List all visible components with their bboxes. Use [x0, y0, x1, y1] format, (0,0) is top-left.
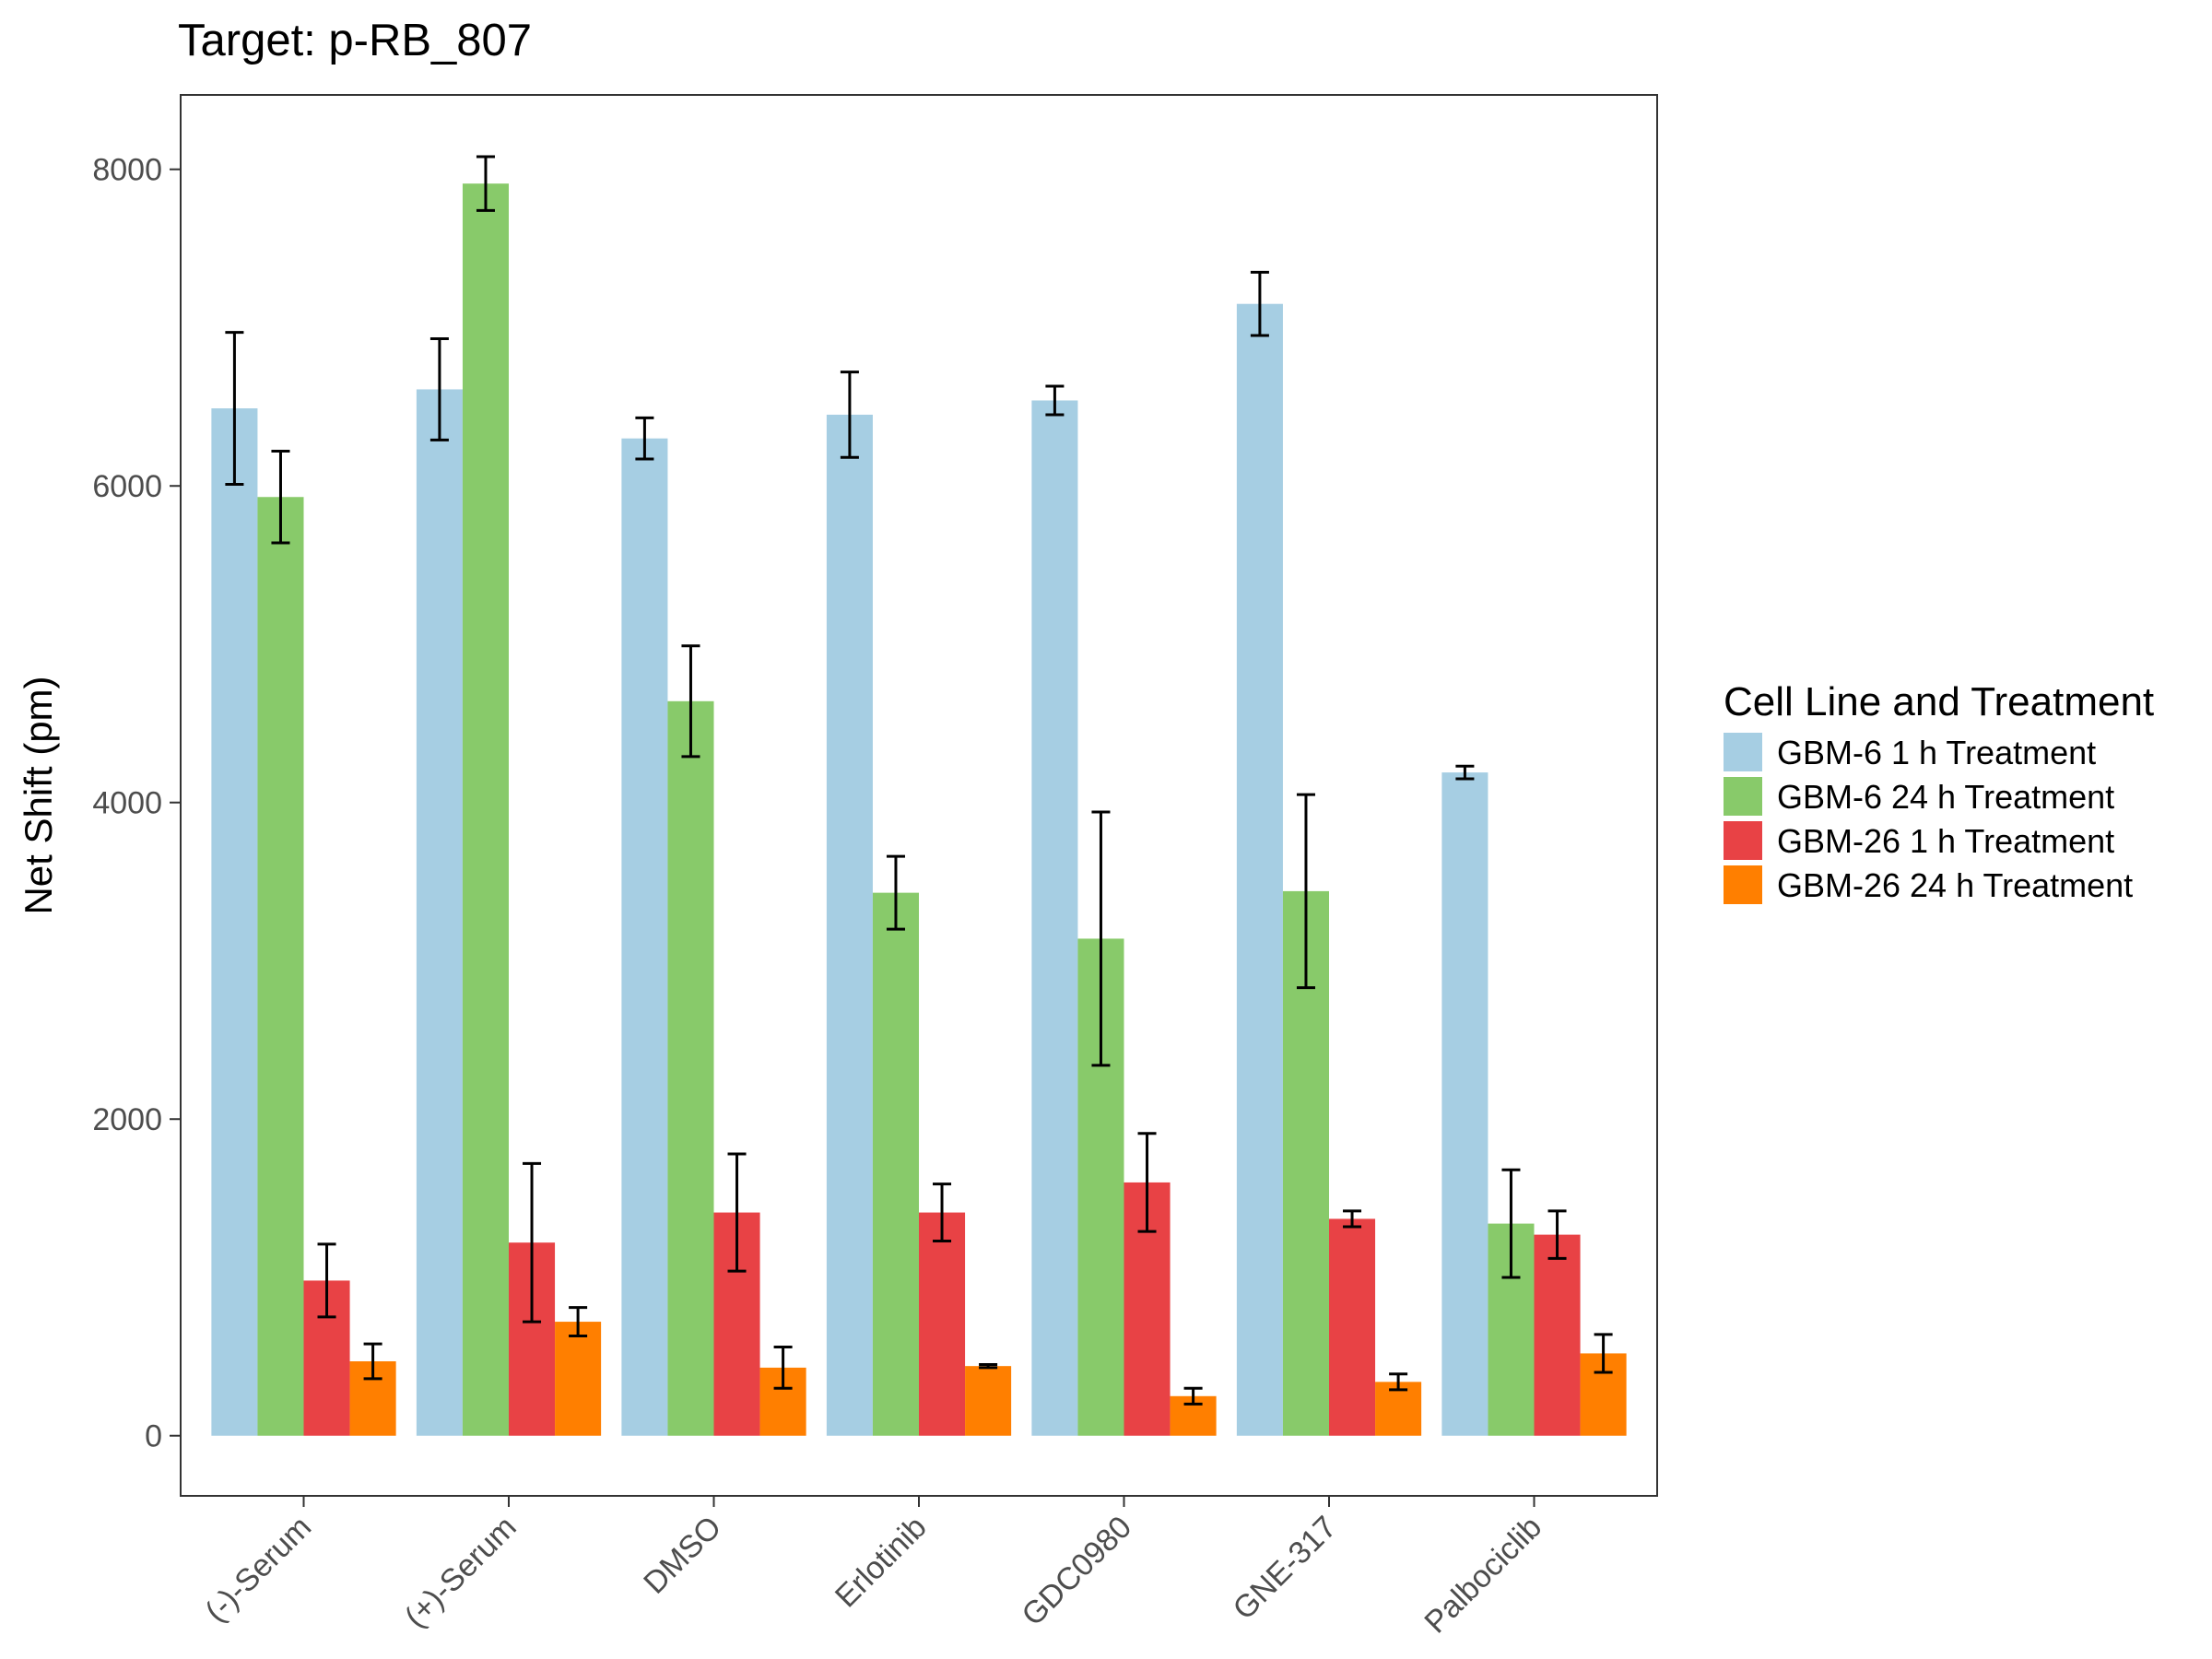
bar: [1031, 400, 1078, 1436]
x-tick-label: Palbociclib: [1418, 1510, 1548, 1641]
x-axis: (-)-Serum (+)-Serum DMSO Erlotinib GDC0980 GN…: [198, 1496, 1548, 1641]
bar: [1441, 772, 1488, 1436]
legend-title: Cell Line and Treatment: [1724, 679, 2154, 724]
legend-key: [1724, 821, 1762, 860]
legend-key: [1724, 865, 1762, 904]
y-axis-title: Net Shift (pm): [17, 676, 60, 914]
bar: [1534, 1234, 1581, 1436]
legend-key: [1724, 777, 1762, 816]
bar: [462, 183, 509, 1436]
y-tick-label: 2000: [92, 1102, 162, 1137]
legend-key: [1724, 733, 1762, 771]
y-tick-label: 4000: [92, 786, 162, 821]
x-tick-label: (+)-Serum: [398, 1510, 524, 1635]
legend-label: GBM-26 24 h Treatment: [1777, 866, 2133, 904]
legend-label: GBM-6 24 h Treatment: [1777, 778, 2114, 816]
bar: [1236, 303, 1283, 1436]
bar: [257, 497, 304, 1436]
x-tick-label: (-)-Serum: [198, 1510, 318, 1630]
bar: [667, 700, 714, 1436]
error-bars-layer: [225, 155, 1613, 1406]
y-axis: 0 2000 4000 6000 8000: [92, 153, 181, 1454]
y-tick-label: 8000: [92, 153, 162, 188]
legend: Cell Line and Treatment GBM-6 1 h Treatm…: [1724, 679, 2154, 904]
bar: [826, 414, 873, 1436]
y-tick-label: 0: [145, 1419, 162, 1454]
bar: [416, 389, 463, 1436]
x-tick-label: GDC0980: [1015, 1510, 1138, 1633]
bar: [621, 438, 668, 1436]
bar: [211, 408, 258, 1436]
legend-label: GBM-26 1 h Treatment: [1777, 822, 2114, 860]
y-tick-label: 6000: [92, 469, 162, 504]
bar: [555, 1322, 602, 1436]
bars-layer: [211, 183, 1627, 1436]
x-tick-label: GNE-317: [1227, 1510, 1344, 1627]
legend-label: GBM-6 1 h Treatment: [1777, 734, 2096, 771]
x-tick-label: Erlotinib: [829, 1510, 934, 1615]
bar: [872, 892, 919, 1436]
bar: [1329, 1218, 1376, 1436]
bar: [965, 1366, 1012, 1436]
x-tick-label: DMSO: [637, 1510, 728, 1601]
chart-title: Target: p-RB_807: [178, 16, 532, 65]
bar: [919, 1212, 966, 1436]
